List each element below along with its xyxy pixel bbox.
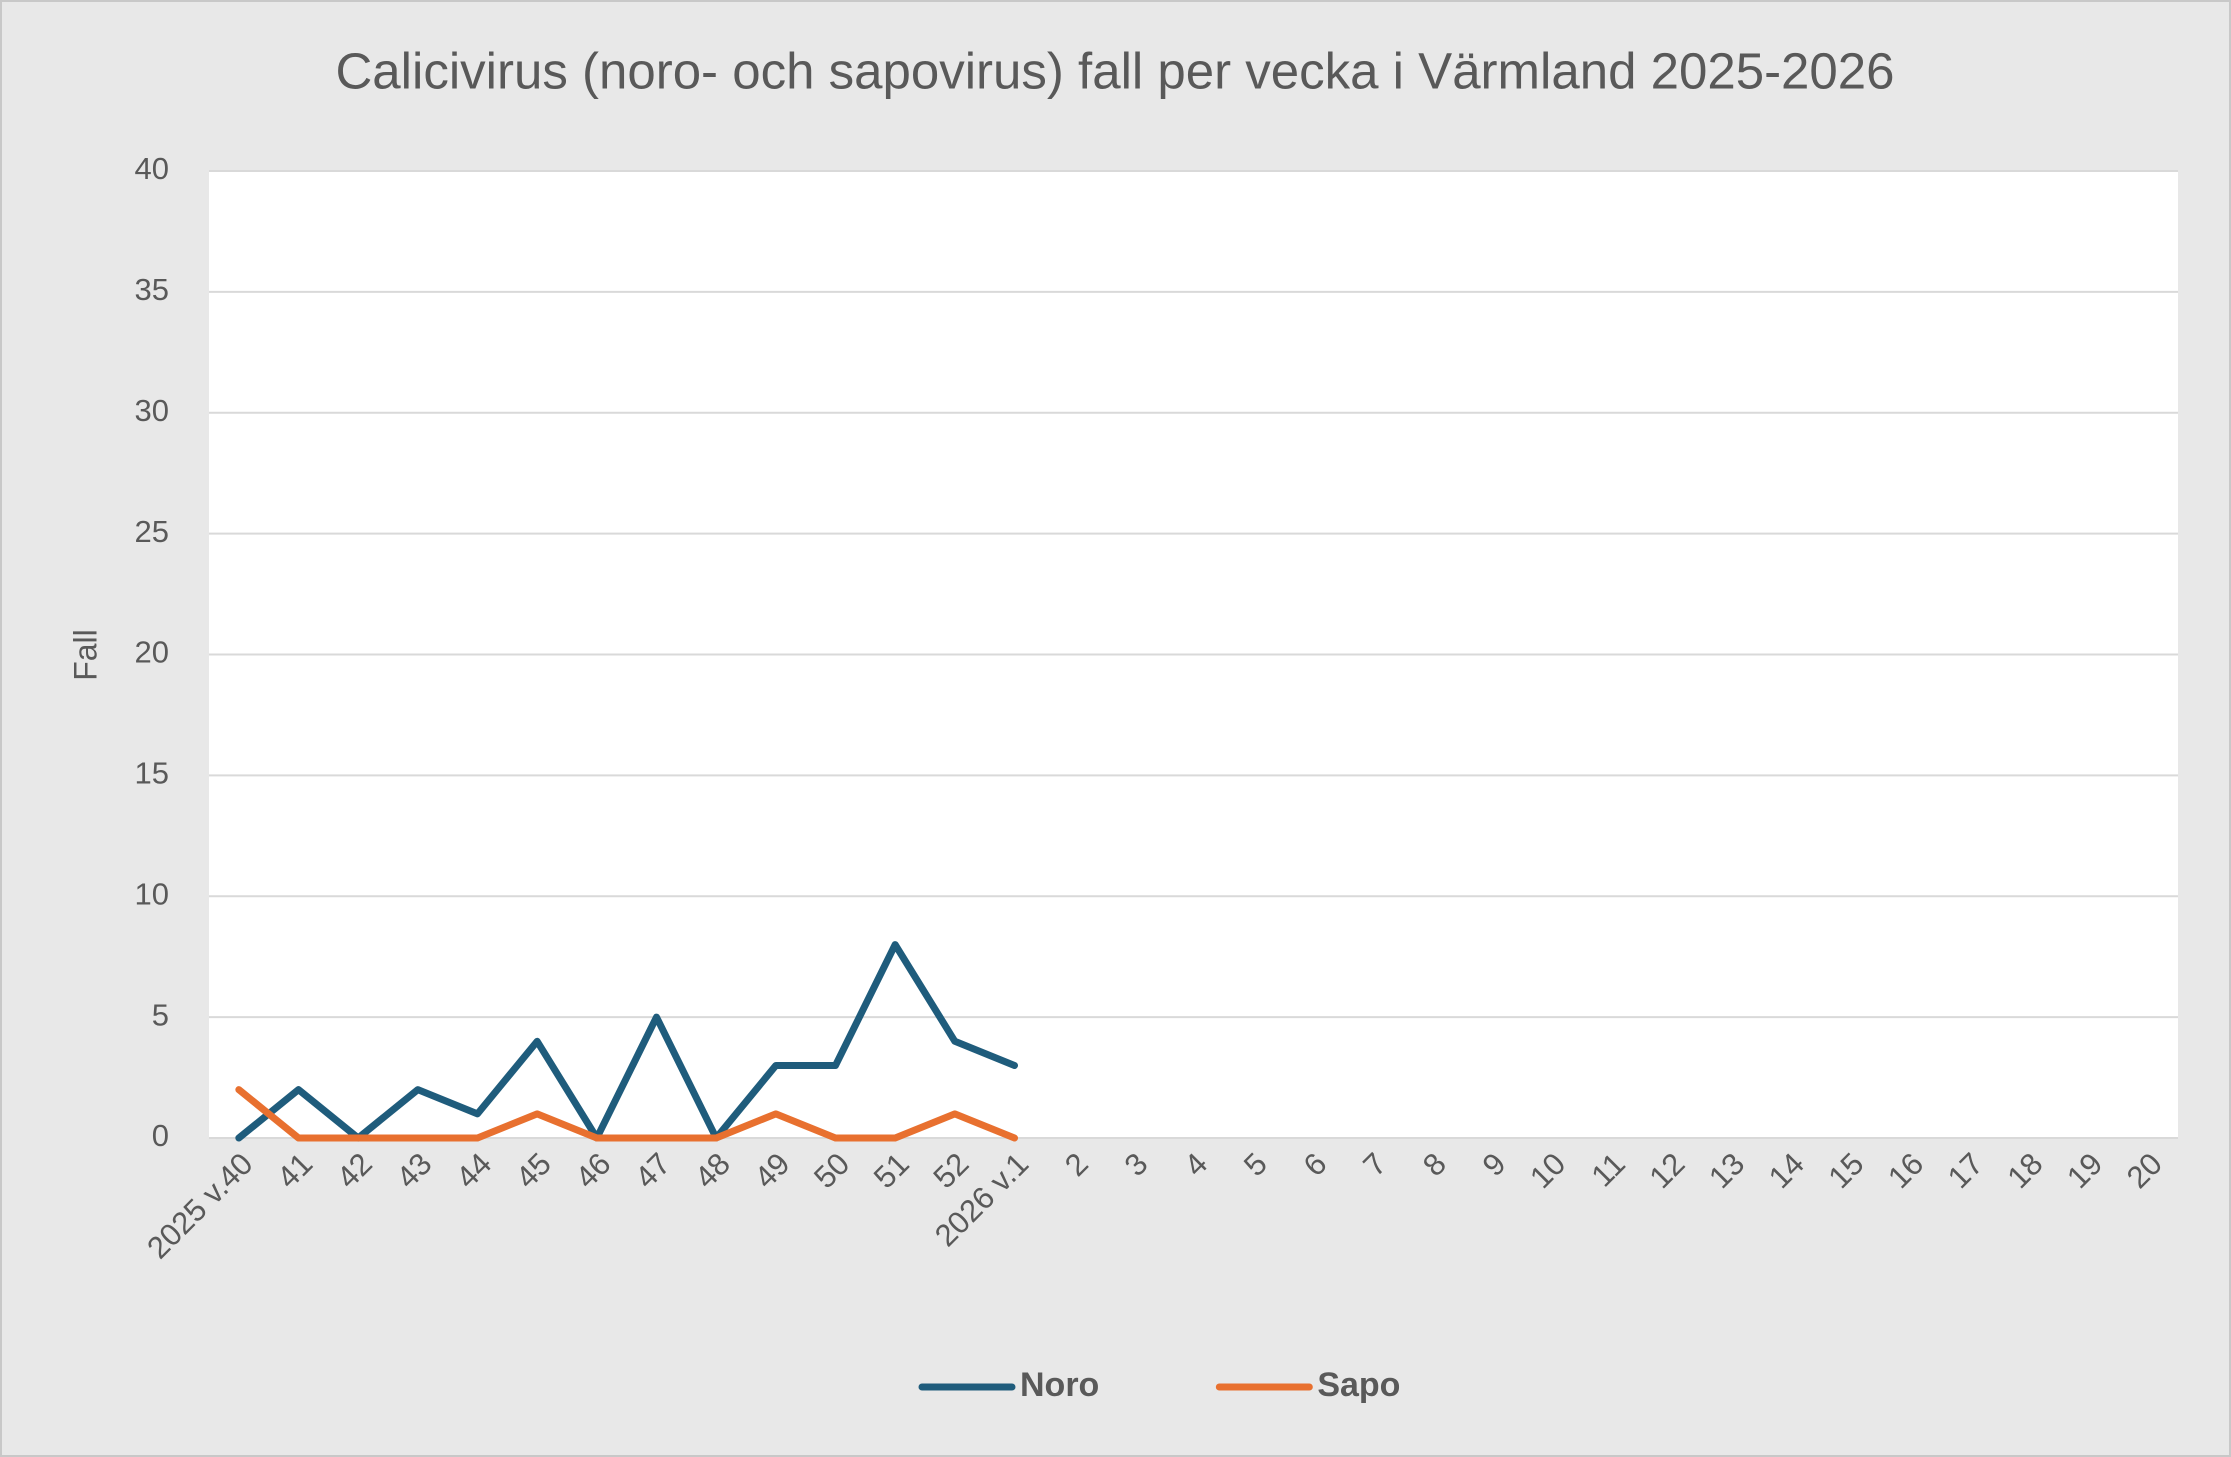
y-tick-label: 10	[135, 876, 169, 911]
series-line	[235, 1086, 1018, 1142]
series-line	[235, 941, 1018, 1142]
y-tick-label: 25	[135, 514, 169, 549]
y-tick-label: 30	[135, 393, 169, 428]
legend-label: Sapo	[1317, 1366, 1400, 1404]
y-tick-label: 0	[152, 1118, 169, 1153]
y-tick-label: 35	[135, 272, 169, 307]
y-axis-label: Fall	[67, 629, 103, 681]
y-tick-label: 40	[135, 151, 169, 186]
y-tick-label: 5	[152, 997, 169, 1032]
y-tick-label: 20	[135, 635, 169, 670]
legend-label: Noro	[1020, 1366, 1099, 1404]
chart-title: Calicivirus (noro- och sapovirus) fall p…	[335, 42, 1894, 99]
y-tick-label: 15	[135, 756, 169, 791]
